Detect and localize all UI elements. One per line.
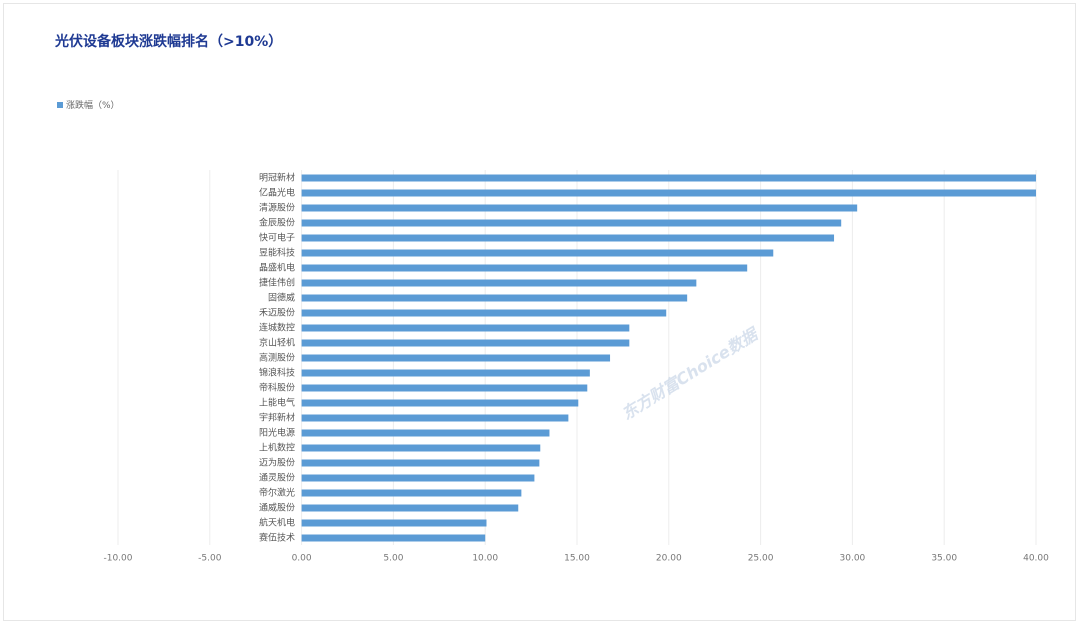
y-tick-label: 固德威: [268, 292, 295, 304]
y-tick-label: 帝科股份: [259, 382, 295, 394]
bar: [301, 504, 519, 512]
y-tick-label: 通灵股份: [259, 472, 295, 484]
bar: [301, 174, 1037, 182]
bar: [301, 294, 688, 302]
x-tick-label: -5.00: [198, 554, 222, 564]
bar: [301, 324, 630, 332]
y-tick-label: 禾迈股份: [259, 307, 295, 319]
x-tick-label: 10.00: [472, 554, 498, 564]
y-tick-label: 帝尔激光: [259, 487, 295, 499]
y-tick-label: 京山轻机: [259, 337, 295, 349]
bar: [301, 519, 487, 527]
x-tick-label: 25.00: [748, 554, 774, 564]
x-tick-label: 5.00: [383, 554, 403, 564]
bar: [301, 399, 579, 407]
x-tick-label: 0.00: [292, 554, 312, 564]
bar: [301, 219, 842, 227]
y-tick-label: 金辰股份: [259, 217, 295, 229]
bar: [301, 189, 1037, 197]
bar: [301, 309, 667, 317]
y-tick-label: 昱能科技: [259, 247, 295, 259]
y-tick-label: 宇邦新材: [259, 412, 295, 424]
y-tick-label: 高测股份: [259, 352, 295, 364]
bar: [301, 414, 569, 422]
y-tick-label: 明冠新材: [259, 172, 295, 184]
y-tick-label: 阳光电源: [259, 427, 295, 439]
y-tick-label: 赛伍技术: [259, 532, 295, 544]
x-tick-label: -10.00: [103, 554, 132, 564]
bar: [301, 384, 588, 392]
bar: [301, 369, 590, 377]
bar: [301, 234, 835, 242]
y-tick-label: 晶盛机电: [259, 262, 295, 274]
chart-title: 光伏设备板块涨跌幅排名（>10%）: [54, 33, 282, 50]
bar: [301, 429, 550, 437]
x-tick-label: 15.00: [564, 554, 590, 564]
y-tick-label: 连城数控: [259, 322, 295, 334]
bar: [301, 339, 630, 347]
y-tick-label: 捷佳伟创: [259, 277, 295, 289]
bar: [301, 534, 486, 542]
x-tick-label: 30.00: [840, 554, 866, 564]
x-tick-label: 35.00: [931, 554, 957, 564]
legend-swatch: [57, 102, 63, 108]
bar: [301, 249, 774, 257]
bar: [301, 489, 522, 497]
bar: [301, 459, 540, 467]
bar: [301, 354, 611, 362]
bar: [301, 279, 697, 287]
y-tick-label: 迈为股份: [259, 457, 295, 469]
y-tick-label: 快可电子: [259, 232, 295, 244]
y-tick-label: 清源股份: [259, 202, 295, 214]
y-tick-label: 亿晶光电: [259, 187, 295, 199]
y-tick-label: 上机数控: [259, 442, 295, 454]
y-tick-label: 上能电气: [259, 397, 295, 409]
x-tick-label: 40.00: [1023, 554, 1049, 564]
legend-label: 涨跌幅（%）: [66, 99, 120, 111]
bar: [301, 264, 748, 272]
y-tick-label: 航天机电: [259, 517, 295, 529]
x-tick-label: 20.00: [656, 554, 682, 564]
bar: [301, 444, 541, 452]
bar: [301, 204, 858, 212]
y-tick-label: 锦浪科技: [259, 367, 295, 379]
bar: [301, 474, 535, 482]
y-tick-label: 通威股份: [259, 502, 295, 514]
